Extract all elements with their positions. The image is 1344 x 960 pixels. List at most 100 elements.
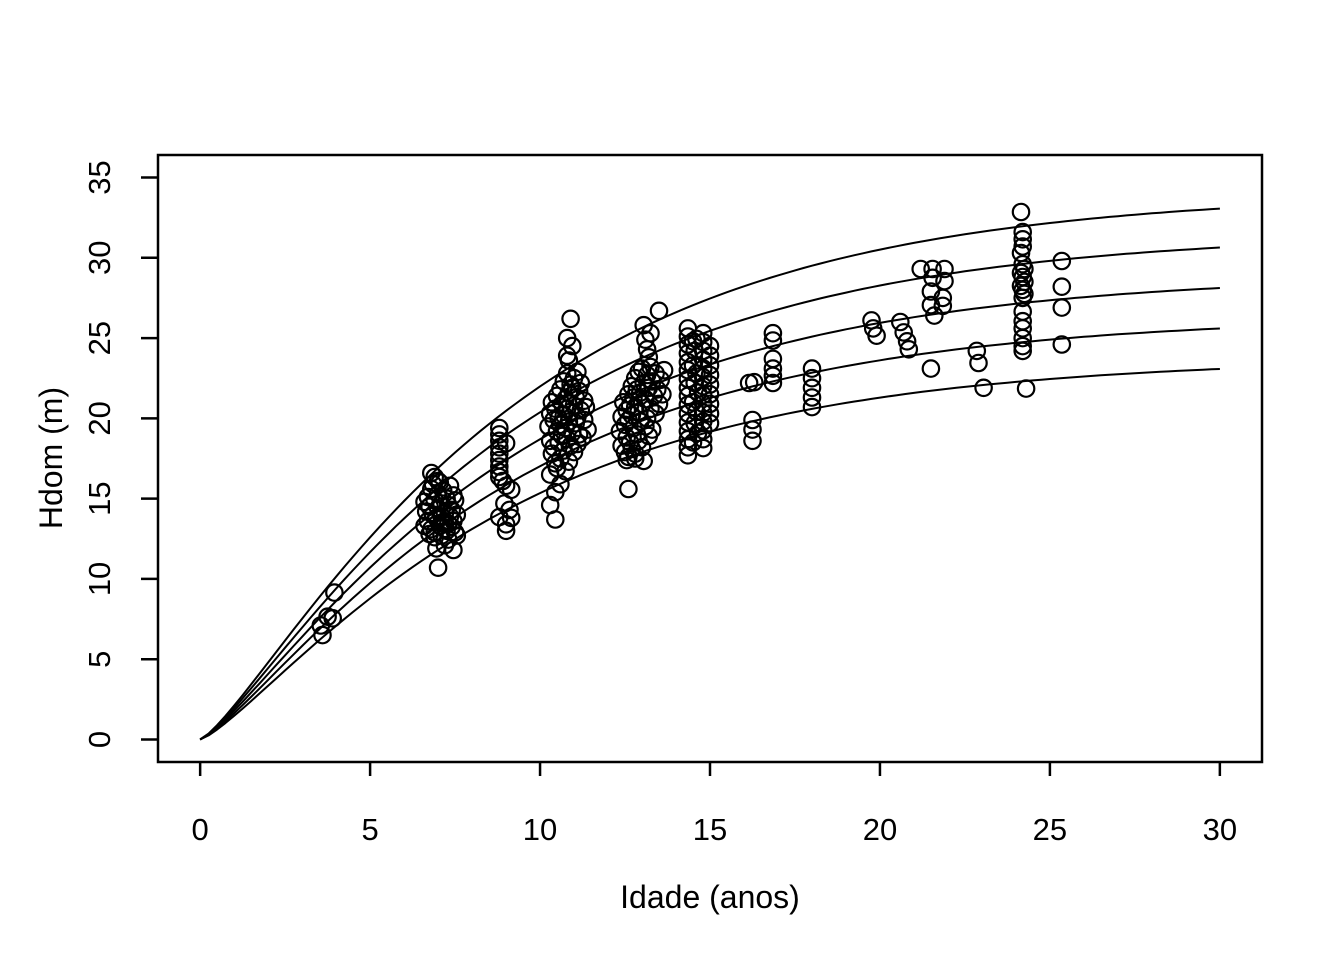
data-point xyxy=(802,368,822,388)
data-point xyxy=(700,365,720,385)
x-tick-label: 15 xyxy=(693,812,727,847)
data-point xyxy=(489,444,509,463)
data-point xyxy=(700,375,720,394)
data-point xyxy=(890,312,910,332)
data-point xyxy=(924,306,944,325)
site-index-curve xyxy=(199,246,1220,741)
data-point xyxy=(678,445,698,465)
plot-frame xyxy=(156,153,1264,764)
data-point xyxy=(763,349,783,369)
data-point xyxy=(617,428,636,447)
data-point xyxy=(1016,379,1036,398)
data-point xyxy=(802,378,822,398)
data-point xyxy=(683,433,703,452)
x-tick-label: 10 xyxy=(523,812,557,847)
y-axis-title: Hdom (m) xyxy=(33,387,69,529)
data-point xyxy=(935,259,954,279)
x-axis-title: Idade (anos) xyxy=(620,879,800,915)
data-point xyxy=(763,373,783,393)
x-tick-label: 5 xyxy=(361,812,378,847)
data-point xyxy=(647,380,667,399)
data-point xyxy=(574,410,594,430)
data-point xyxy=(496,476,516,496)
data-point xyxy=(700,356,720,375)
data-point xyxy=(1052,277,1072,296)
data-point xyxy=(637,339,657,359)
data-point xyxy=(899,339,919,359)
data-point xyxy=(496,521,516,541)
data-point xyxy=(636,330,655,349)
data-point xyxy=(1013,319,1032,338)
data-point xyxy=(651,370,670,390)
data-point xyxy=(763,331,783,350)
data-point xyxy=(444,540,463,560)
data-point xyxy=(897,331,917,351)
data-point xyxy=(739,373,759,393)
data-point xyxy=(802,388,822,407)
data-point xyxy=(551,474,570,494)
data-point xyxy=(923,268,942,288)
data-point xyxy=(763,323,783,343)
data-point xyxy=(1013,230,1032,249)
data-point xyxy=(894,323,913,342)
data-point xyxy=(693,429,713,449)
data-point xyxy=(1013,336,1032,356)
data-point xyxy=(634,451,653,471)
x-tick-label: 25 xyxy=(1033,812,1067,847)
data-point xyxy=(1013,341,1032,361)
data-point xyxy=(641,357,660,377)
data-point xyxy=(571,373,591,393)
data-point xyxy=(700,404,720,423)
data-point xyxy=(700,394,720,414)
data-point xyxy=(561,309,580,329)
data-point xyxy=(743,410,762,430)
data-point xyxy=(693,394,713,414)
data-point xyxy=(649,394,669,414)
data-point xyxy=(576,397,596,417)
data-point xyxy=(1052,251,1072,271)
data-point xyxy=(625,449,645,468)
data-point xyxy=(1013,288,1032,308)
data-point xyxy=(496,514,516,534)
data-point xyxy=(1011,202,1031,222)
y-tick-label: 5 xyxy=(82,651,117,668)
data-point xyxy=(325,583,344,602)
data-point xyxy=(569,381,589,401)
y-tick-label: 10 xyxy=(82,562,117,596)
data-point xyxy=(700,413,720,433)
data-point xyxy=(447,526,467,545)
data-point xyxy=(489,437,509,457)
data-point xyxy=(1052,298,1072,317)
y-tick-label: 25 xyxy=(82,321,117,355)
data-point xyxy=(619,479,638,499)
data-point xyxy=(1013,328,1032,348)
data-point xyxy=(1013,222,1032,242)
y-tick-label: 30 xyxy=(82,241,117,275)
data-point xyxy=(578,420,597,439)
data-point xyxy=(763,359,783,378)
y-tick-label: 0 xyxy=(82,731,117,748)
data-point xyxy=(564,442,584,462)
data-point xyxy=(545,510,565,529)
data-point xyxy=(743,431,762,451)
data-point xyxy=(654,360,674,380)
data-point xyxy=(867,326,886,345)
data-point xyxy=(649,301,669,321)
data-point xyxy=(969,353,988,373)
x-tick-label: 30 xyxy=(1203,812,1237,847)
data-point xyxy=(568,434,587,454)
data-point xyxy=(562,336,582,356)
data-point xyxy=(967,341,987,361)
x-tick-label: 20 xyxy=(863,812,897,847)
data-point xyxy=(646,404,665,423)
data-point xyxy=(743,420,762,439)
data-point xyxy=(311,616,331,635)
data-point xyxy=(802,359,822,378)
data-point xyxy=(700,346,720,365)
data-point xyxy=(428,558,448,577)
site-index-curve xyxy=(199,207,1220,741)
data-point xyxy=(700,336,720,356)
data-point xyxy=(700,384,720,404)
data-point xyxy=(540,465,560,484)
